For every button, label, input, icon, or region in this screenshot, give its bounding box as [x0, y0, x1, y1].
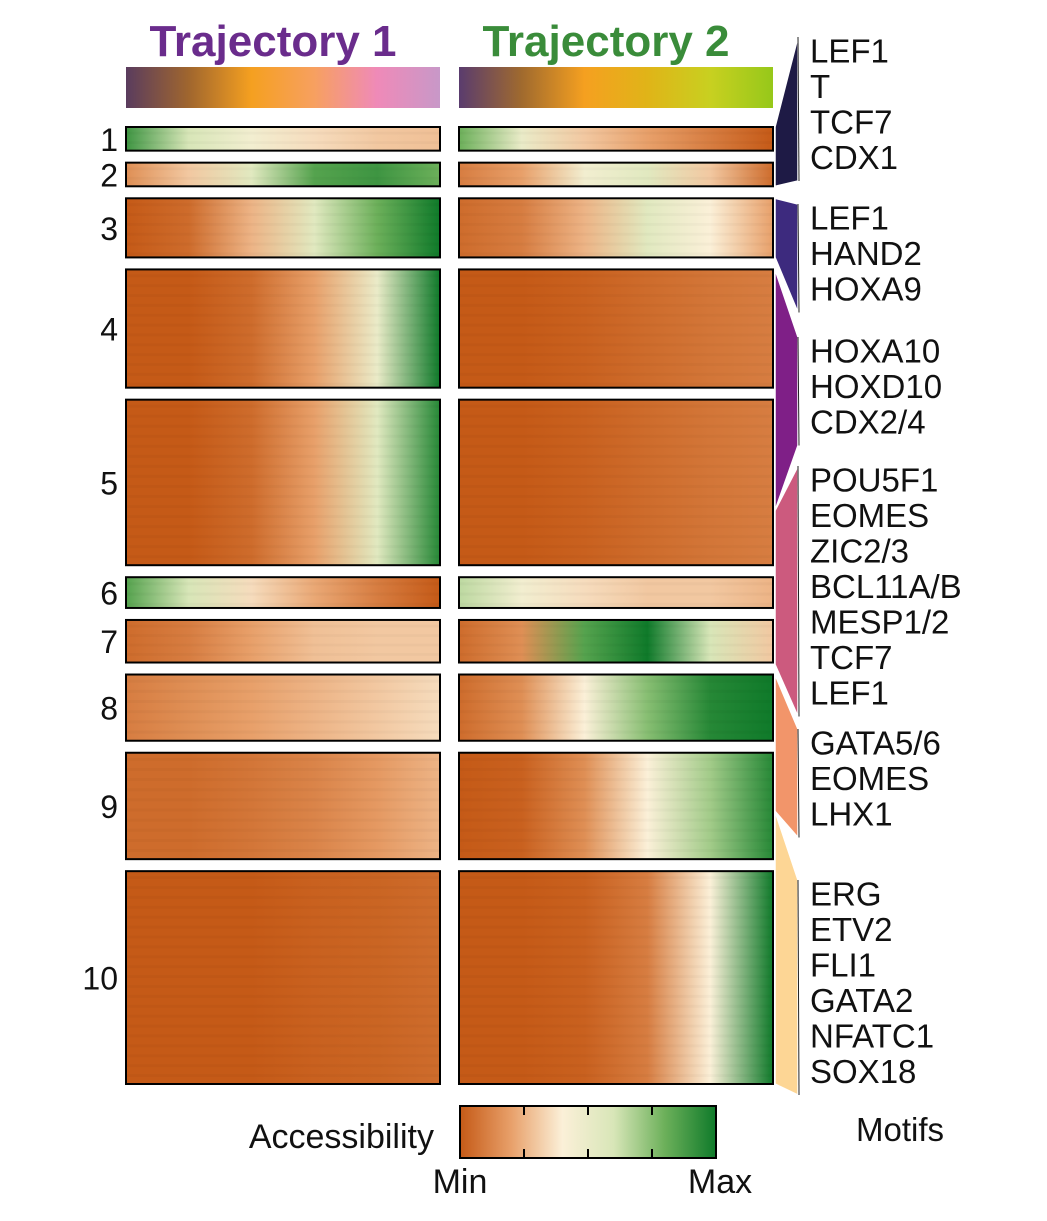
- motif-label: LHX1: [810, 796, 893, 833]
- cluster-label-10: 10: [82, 961, 118, 997]
- motif-label: HOXA9: [810, 271, 922, 308]
- motif-label: GATA5/6: [810, 725, 941, 762]
- cluster-label-2: 2: [100, 157, 118, 193]
- motif-label: ERG: [810, 876, 882, 913]
- motif-label: HOXD10: [810, 368, 942, 405]
- colorbar-max-label: Max: [688, 1163, 752, 1201]
- cluster-10-trajectory-1-block: [125, 870, 441, 1085]
- motif-group-2-wedge: [774, 197, 799, 313]
- trajectory-1-title: Trajectory 1: [149, 17, 396, 66]
- motif-group-3-wedge: [774, 269, 799, 511]
- cluster-4-trajectory-1-block: [125, 268, 441, 389]
- motif-group-6-wedge: [774, 811, 799, 1097]
- cluster-1-trajectory-1-block: [125, 126, 441, 152]
- cluster-1-trajectory-2-block: [458, 126, 774, 152]
- cluster-label-8: 8: [100, 691, 118, 727]
- cluster-2-trajectory-2-block: [458, 161, 774, 188]
- cluster-10-trajectory-2-block: [458, 870, 774, 1085]
- motif-label: MESP1/2: [810, 604, 949, 641]
- trajectory-1-pseudotime-bar: [126, 67, 440, 108]
- motif-label: LEF1: [810, 675, 889, 712]
- motif-label: TCF7: [810, 639, 893, 676]
- motif-label: NFATC1: [810, 1018, 934, 1055]
- cluster-6-trajectory-2-block: [458, 576, 774, 609]
- cluster-label-9: 9: [100, 789, 118, 825]
- cluster-4-trajectory-2-block: [458, 268, 774, 389]
- cluster-3-trajectory-1-block: [125, 197, 441, 259]
- cluster-label-3: 3: [100, 211, 118, 247]
- motif-label: POU5F1: [810, 462, 938, 499]
- cluster-7-trajectory-2-block: [458, 618, 774, 664]
- cluster-2-trajectory-1-block: [125, 161, 441, 188]
- motif-label: CDX2/4: [810, 404, 926, 441]
- colorbar-label: Accessibility: [249, 1118, 434, 1156]
- cluster-8-trajectory-2-block: [458, 673, 774, 742]
- motif-label: BCL11A/B: [810, 568, 962, 605]
- motif-label: HAND2: [810, 235, 922, 272]
- motif-label: EOMES: [810, 497, 929, 534]
- cluster-label-4: 4: [100, 312, 118, 348]
- cluster-9-trajectory-1-block: [125, 751, 441, 861]
- motif-label: EOMES: [810, 760, 929, 797]
- cluster-9-trajectory-2-block: [458, 751, 774, 861]
- trajectory-2-title: Trajectory 2: [482, 17, 729, 66]
- cluster-5-trajectory-1-block: [125, 398, 441, 567]
- motif-label: ETV2: [810, 911, 893, 948]
- motif-label: GATA2: [810, 982, 913, 1019]
- motif-group-5-wedge: [774, 674, 799, 840]
- motif-label: ZIC2/3: [810, 533, 909, 570]
- motif-label: HOXA10: [810, 333, 940, 370]
- motif-label: SOX18: [810, 1053, 916, 1090]
- cluster-7-trajectory-1-block: [125, 618, 441, 664]
- colorbar-min-label: Min: [433, 1163, 488, 1201]
- motif-group-1-wedge: [774, 36, 799, 188]
- cluster-label-6: 6: [100, 576, 118, 612]
- motif-group-4-wedge: [774, 465, 799, 717]
- cluster-6-trajectory-1-block: [125, 576, 441, 609]
- motif-label: CDX1: [810, 139, 898, 176]
- trajectory-2-pseudotime-bar: [459, 67, 773, 108]
- motif-label: TCF7: [810, 104, 893, 141]
- motif-label: LEF1: [810, 33, 889, 70]
- cluster-3-trajectory-2-block: [458, 197, 774, 259]
- motifs-title: Motifs: [856, 1111, 944, 1148]
- cluster-8-trajectory-1-block: [125, 673, 441, 742]
- motif-label: FLI1: [810, 947, 876, 984]
- motif-label: LEF1: [810, 200, 889, 237]
- cluster-label-1: 1: [100, 122, 118, 158]
- cluster-label-7: 7: [100, 624, 118, 660]
- motif-label: T: [810, 68, 830, 105]
- cluster-label-5: 5: [100, 465, 118, 501]
- cluster-5-trajectory-2-block: [458, 398, 774, 567]
